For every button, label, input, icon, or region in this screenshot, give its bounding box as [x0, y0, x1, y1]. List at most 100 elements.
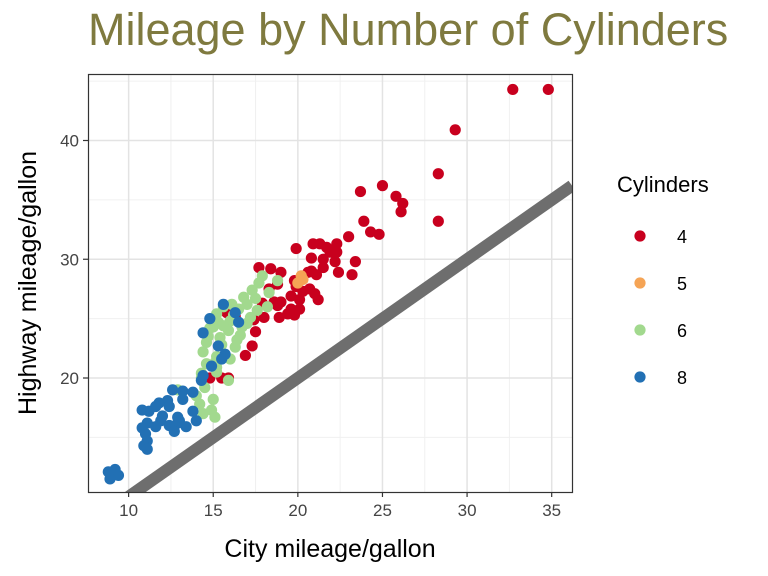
data-point-cyl-4	[507, 83, 519, 96]
data-point-cyl-4	[249, 326, 262, 338]
data-point-cyl-4	[239, 349, 251, 362]
data-point-cyl-8	[141, 443, 153, 455]
data-point-cyl-4	[307, 238, 319, 250]
data-point-cyl-4	[376, 180, 389, 192]
data-point-cyl-4	[305, 252, 317, 264]
x-tick-label: 25	[373, 501, 392, 520]
data-point-cyl-6	[222, 324, 235, 337]
legend-swatch-cyl-4	[634, 230, 646, 242]
data-point-cyl-8	[212, 340, 224, 352]
data-point-cyl-8	[180, 421, 192, 433]
data-point-cyl-8	[187, 386, 199, 398]
chart-title: Mileage by Number of Cylinders	[88, 4, 729, 55]
legend-swatch-cyl-8	[634, 371, 646, 383]
x-tick-label: 15	[204, 501, 223, 520]
data-point-cyl-6	[241, 298, 253, 310]
data-point-cyl-4	[432, 168, 444, 180]
data-point-cyl-6	[222, 374, 235, 386]
x-tick-label: 20	[288, 501, 307, 520]
data-point-cyl-4	[343, 231, 355, 243]
data-point-cyl-4	[293, 303, 306, 315]
data-point-cyl-4	[349, 256, 361, 268]
data-point-cyl-4	[390, 190, 402, 202]
data-point-cyl-6	[197, 346, 209, 358]
data-point-cyl-4	[246, 340, 258, 352]
data-point-cyl-4	[293, 294, 306, 306]
data-point-cyl-4	[258, 311, 270, 324]
data-point-cyl-6	[251, 304, 263, 316]
data-point-cyl-6	[197, 408, 209, 420]
data-point-cyl-4	[346, 269, 358, 281]
data-point-cyl-8	[195, 374, 207, 386]
data-point-cyl-5	[292, 277, 304, 289]
data-point-cyl-8	[205, 360, 218, 372]
axes: 10 15 20 25 30 35 20 30 40	[60, 132, 561, 521]
data-point-cyl-8	[150, 421, 162, 433]
reference-line	[124, 180, 572, 492]
data-point-cyl-8	[177, 385, 189, 397]
data-point-cyl-8	[163, 400, 175, 413]
data-point-cyl-6	[253, 277, 265, 289]
data-point-cyl-4	[449, 124, 461, 136]
data-point-cyl-4	[373, 228, 385, 240]
data-point-cyl-8	[168, 425, 180, 438]
legend-label-cyl-5: 5	[677, 274, 687, 294]
legend-label-cyl-8: 8	[677, 368, 687, 388]
data-point-cyl-6	[229, 341, 241, 353]
legend-label-cyl-6: 6	[677, 321, 687, 341]
y-tick-label: 30	[60, 250, 79, 269]
data-point-cyl-8	[104, 473, 116, 485]
data-point-cyl-6	[263, 286, 275, 299]
data-point-cyl-8	[229, 307, 241, 319]
data-point-cyl-4	[331, 238, 343, 250]
legend-label-cyl-4: 4	[677, 227, 687, 247]
data-point-cyl-8	[233, 316, 245, 328]
data-point-cyl-4	[312, 294, 324, 306]
legend-swatch-cyl-5	[634, 277, 646, 289]
plot-border	[87, 73, 574, 494]
legend-title: Cylinders	[617, 172, 709, 197]
data-point-cyl-4	[273, 311, 285, 324]
data-point-cyl-8	[112, 469, 125, 481]
data-point-cyl-4	[329, 256, 341, 268]
y-tick-label: 20	[60, 369, 79, 388]
data-point-cyl-6	[271, 275, 284, 287]
data-point-cyl-4	[317, 261, 329, 274]
y-axis-title: Highway mileage/gallon	[14, 151, 42, 415]
data-point-cyl-6	[261, 301, 273, 313]
data-point-cyl-4	[365, 226, 377, 238]
data-point-cyl-6	[249, 292, 262, 305]
data-point-cyl-4	[332, 266, 345, 278]
data-point-cyl-8	[190, 415, 202, 427]
data-point-cyl-8	[187, 405, 199, 417]
data-point-cyl-4	[310, 269, 323, 281]
data-point-cyl-6	[212, 316, 224, 328]
data-point-cyl-4	[432, 215, 444, 227]
data-point-cyl-4	[321, 241, 333, 253]
data-point-cyl-8	[197, 327, 209, 339]
data-point-cyl-4	[331, 246, 343, 258]
data-point-cyl-8	[216, 353, 228, 365]
data-point-cyl-8	[217, 298, 229, 310]
x-tick-label: 35	[542, 501, 561, 520]
data-point-cyl-4	[317, 253, 329, 265]
x-tick-label: 10	[119, 501, 138, 520]
data-point-cyl-6	[209, 411, 221, 423]
data-point-cyl-8	[204, 313, 216, 325]
data-point-cyl-4	[285, 303, 297, 315]
reference-line-layer	[124, 180, 572, 492]
x-axis-title: City mileage/gallon	[224, 535, 435, 563]
data-point-cyl-4	[285, 290, 297, 302]
data-point-cyl-8	[167, 384, 179, 396]
data-point-cyl-4	[358, 215, 370, 227]
data-point-cyl-4	[290, 242, 302, 255]
data-point-cyl-8	[143, 405, 155, 417]
points-layer	[102, 83, 554, 485]
data-point-cyl-4	[542, 83, 554, 96]
data-point-cyl-6	[194, 398, 206, 410]
data-point-cyl-8	[177, 393, 189, 405]
data-point-cyl-4	[265, 263, 277, 275]
data-point-cyl-4	[395, 206, 407, 218]
data-point-cyl-6	[207, 393, 219, 405]
